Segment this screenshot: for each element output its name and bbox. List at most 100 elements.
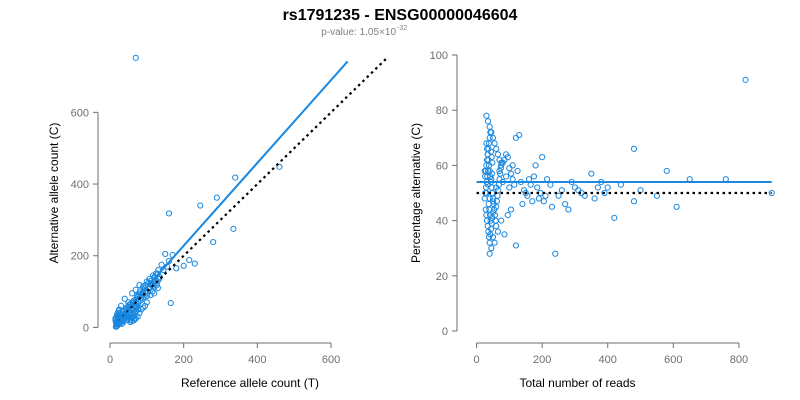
data-point <box>532 162 539 169</box>
y-tick-label: 80 <box>436 105 448 117</box>
data-point <box>210 239 217 246</box>
data-point <box>276 163 283 170</box>
data-point <box>534 184 541 191</box>
data-point <box>594 184 602 191</box>
data-point <box>117 302 125 310</box>
data-point <box>601 189 608 197</box>
data-point <box>504 154 511 161</box>
data-point <box>604 184 611 191</box>
chart-subtitle: p-value: 1.05×10 -32 <box>321 25 407 38</box>
y-tick-label: 20 <box>436 271 448 283</box>
data-point <box>498 217 505 224</box>
x-tick-label: 0 <box>107 354 113 366</box>
data-point <box>501 231 508 238</box>
data-point <box>493 145 500 152</box>
fit-line <box>116 60 349 321</box>
y-tick-label: 0 <box>442 326 448 338</box>
y-tick-label: 400 <box>71 179 89 191</box>
data-point <box>486 134 493 141</box>
data-point <box>611 214 618 221</box>
data-point <box>742 76 749 83</box>
data-point <box>519 200 526 208</box>
y-tick-label: 100 <box>430 50 448 62</box>
data-point <box>488 170 496 177</box>
data-point <box>509 162 516 169</box>
x-tick-label: 400 <box>248 354 266 366</box>
data-point <box>132 54 139 61</box>
data-point <box>489 159 496 166</box>
subtitle-exponent: -32 <box>397 25 407 32</box>
data-point <box>151 290 158 297</box>
data-point <box>180 262 187 269</box>
data-point <box>498 159 505 166</box>
data-point <box>535 195 542 202</box>
data-point <box>494 228 501 235</box>
data-point <box>487 217 494 224</box>
x-tick-label: 800 <box>730 354 748 366</box>
data-point <box>539 154 546 161</box>
data-point <box>486 239 493 246</box>
data-point <box>138 306 145 313</box>
x-tick-label: 600 <box>664 354 682 366</box>
data-point <box>486 123 493 130</box>
data-point <box>630 145 638 152</box>
data-point <box>230 225 237 232</box>
data-point <box>141 302 149 310</box>
reference-line <box>116 57 388 322</box>
data-point <box>136 309 143 317</box>
data-point <box>162 250 169 258</box>
data-point <box>129 290 136 297</box>
data-point <box>552 250 559 257</box>
data-point <box>521 187 528 194</box>
data-point <box>484 118 492 125</box>
data-point <box>630 198 638 205</box>
data-point <box>140 304 147 311</box>
data-point <box>494 151 501 158</box>
data-point <box>502 173 510 180</box>
data-point <box>506 184 513 191</box>
data-point <box>483 112 490 119</box>
data-point <box>173 265 180 272</box>
data-point <box>663 167 670 175</box>
data-point <box>197 202 204 209</box>
data-point <box>134 306 142 313</box>
data-point <box>516 131 523 139</box>
y-tick-label: 600 <box>71 107 89 119</box>
data-point <box>555 192 562 199</box>
data-point <box>591 195 598 202</box>
x-axis-label: Total number of reads <box>519 376 635 390</box>
data-point <box>571 184 579 191</box>
data-point <box>232 174 239 181</box>
data-point <box>530 173 538 180</box>
y-axis-label: Percentage alternative (C) <box>409 123 423 263</box>
data-point <box>673 203 680 210</box>
y-axis-label: Alternative allele count (C) <box>47 123 61 264</box>
y-tick-label: 200 <box>71 251 89 263</box>
subtitle-prefix: p-value: 1.05×10 <box>321 27 396 38</box>
data-point <box>489 134 497 141</box>
data-point <box>491 140 498 147</box>
data-point <box>524 192 531 199</box>
data-point <box>127 318 134 326</box>
data-point <box>540 198 547 205</box>
x-tick-label: 600 <box>322 354 340 366</box>
data-point <box>488 245 495 252</box>
data-point <box>504 211 511 219</box>
data-point <box>191 260 198 267</box>
data-point <box>486 250 493 257</box>
x-tick-label: 400 <box>599 354 617 366</box>
y-tick-label: 0 <box>83 322 89 334</box>
data-point <box>154 284 161 292</box>
data-point <box>529 198 536 205</box>
data-point <box>507 206 515 213</box>
data-point <box>512 242 520 249</box>
data-point <box>506 165 513 172</box>
x-axis-label: Reference allele count (T) <box>181 376 319 390</box>
data-point <box>487 129 494 136</box>
chart-title: rs1791235 - ENSG00000046604 <box>283 7 518 24</box>
data-point <box>167 299 174 307</box>
data-point <box>158 261 165 268</box>
data-point <box>575 187 582 194</box>
